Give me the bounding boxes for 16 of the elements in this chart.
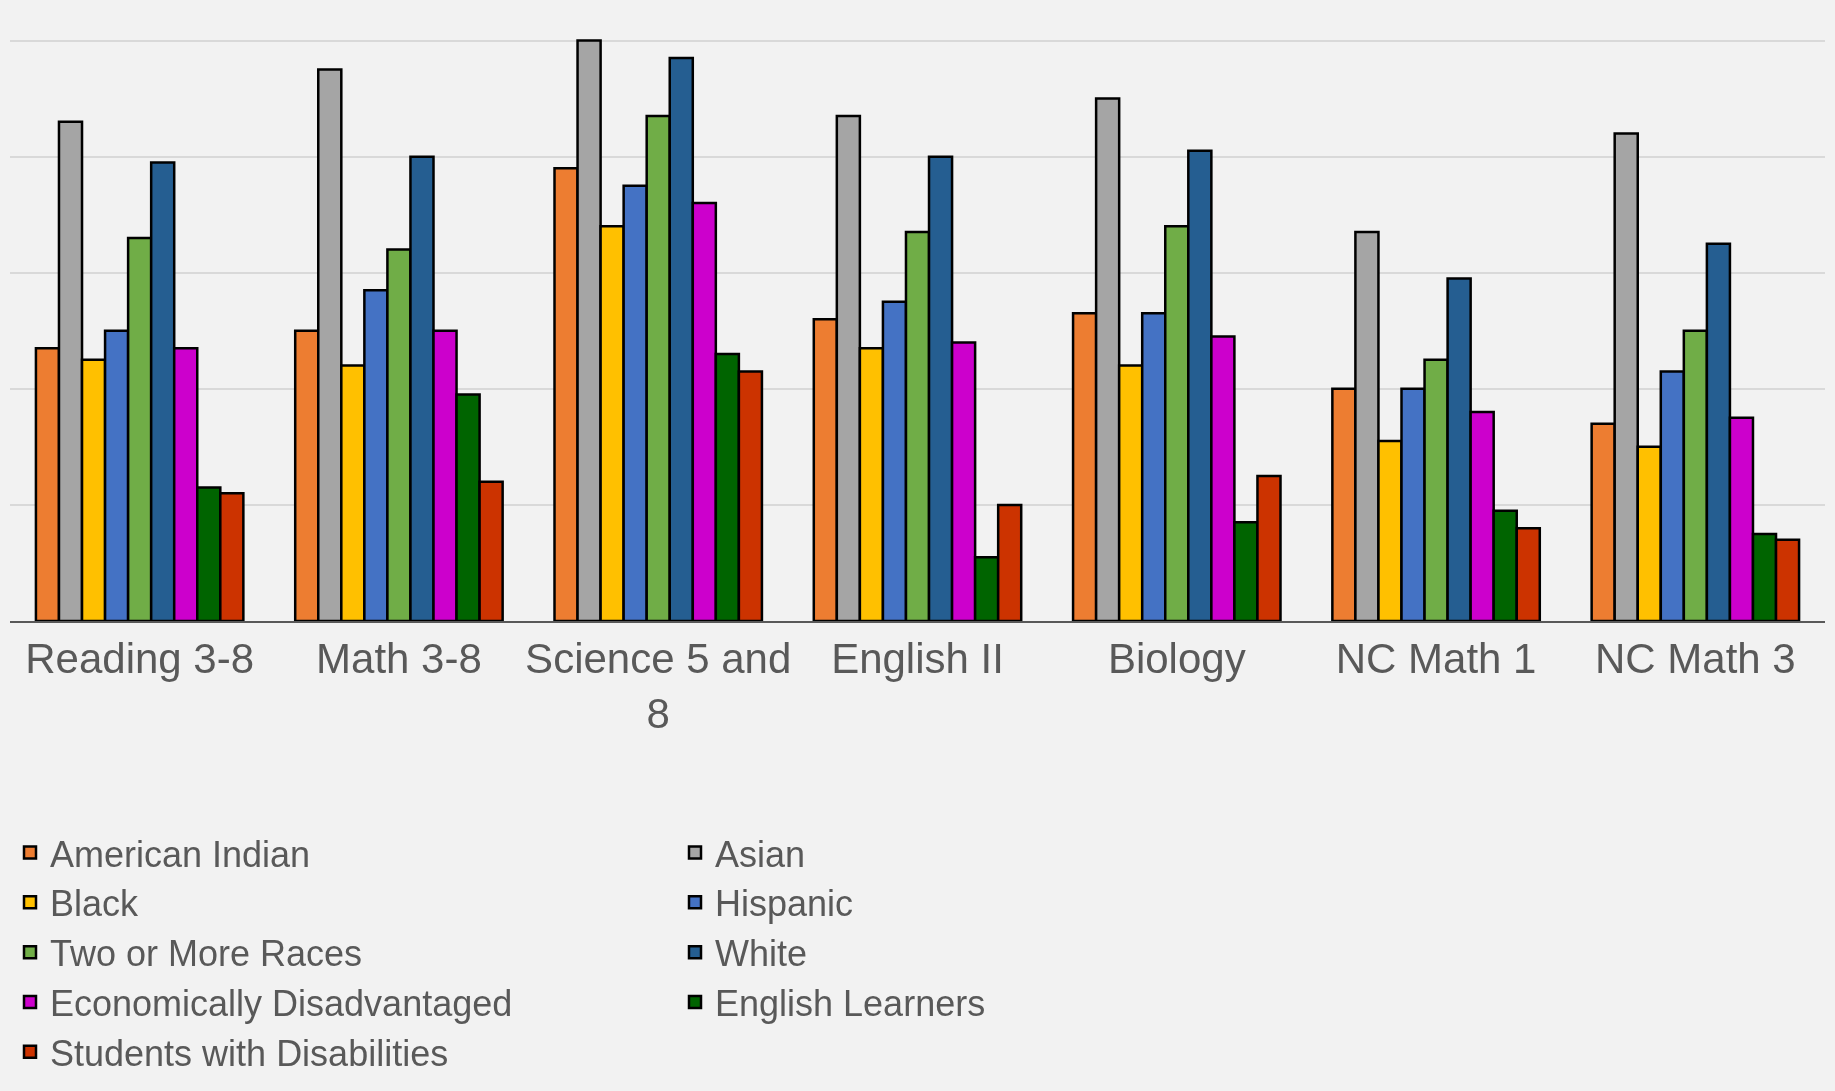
legend-label: American Indian — [50, 833, 311, 875]
legend-label: White — [715, 933, 808, 975]
x-tick-label: Reading 3-8 — [25, 635, 255, 683]
legend-label: English Learners — [715, 982, 986, 1024]
x-tick-label: Math 3-8 — [316, 635, 482, 683]
x-tick-label: NC Math 3 — [1594, 635, 1796, 683]
legend-label: Students with Disabilities — [50, 1032, 449, 1074]
legend-label: Economically Disadvantaged — [50, 982, 513, 1024]
x-tick-label: Biology — [1107, 635, 1246, 683]
legend-label: Black — [50, 883, 140, 925]
x-tick-label: Science 5 and 8 — [525, 635, 792, 737]
legend-label: Asian — [715, 833, 806, 875]
legend-label: Two or More Races — [50, 933, 363, 975]
legend-label: Hispanic — [715, 883, 854, 925]
x-tick-label: NC Math 1 — [1335, 635, 1537, 683]
x-tick-label: English II — [831, 635, 1004, 683]
